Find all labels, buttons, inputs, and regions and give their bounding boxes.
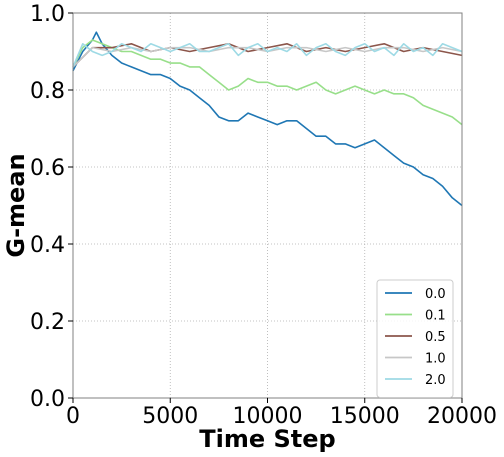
- series-line-0.1: [72, 39, 463, 126]
- y-axis-ticks: 0.0 0.2 0.4 0.6 0.8 1.0: [30, 2, 73, 412]
- legend-label: 1.0: [425, 352, 446, 367]
- y-tick-label: 0.8: [30, 79, 65, 104]
- plot-series: [72, 31, 463, 207]
- y-tick-label: 1.0: [30, 2, 65, 27]
- series-line-0.0: [72, 31, 463, 207]
- x-axis-label: Time Step: [199, 425, 335, 453]
- y-tick-label: 0.4: [30, 233, 65, 258]
- x-tick-label: 5000: [142, 404, 198, 429]
- y-tick-label: 0.2: [30, 310, 65, 335]
- series-line-2.0: [72, 42, 463, 68]
- legend-label: 0.0: [425, 287, 446, 302]
- legend-label: 0.5: [425, 330, 446, 345]
- x-tick-label: 20000: [427, 404, 497, 429]
- legend-label: 0.1: [425, 309, 446, 324]
- series-line-0.5: [72, 42, 463, 68]
- x-tick-label: 10000: [233, 404, 303, 429]
- y-tick-label: 0.6: [30, 156, 65, 181]
- legend-box: [376, 279, 454, 398]
- x-tick-label: 0: [66, 404, 80, 429]
- y-tick-label: 0.0: [30, 387, 65, 412]
- legend-label: 2.0: [425, 373, 446, 388]
- x-tick-label: 15000: [330, 404, 400, 429]
- legend: 0.0 0.1 0.5 1.0 2.0: [376, 279, 454, 398]
- x-axis-ticks: 0 5000 10000 15000 20000: [66, 398, 497, 429]
- y-axis-label: G-mean: [2, 153, 30, 257]
